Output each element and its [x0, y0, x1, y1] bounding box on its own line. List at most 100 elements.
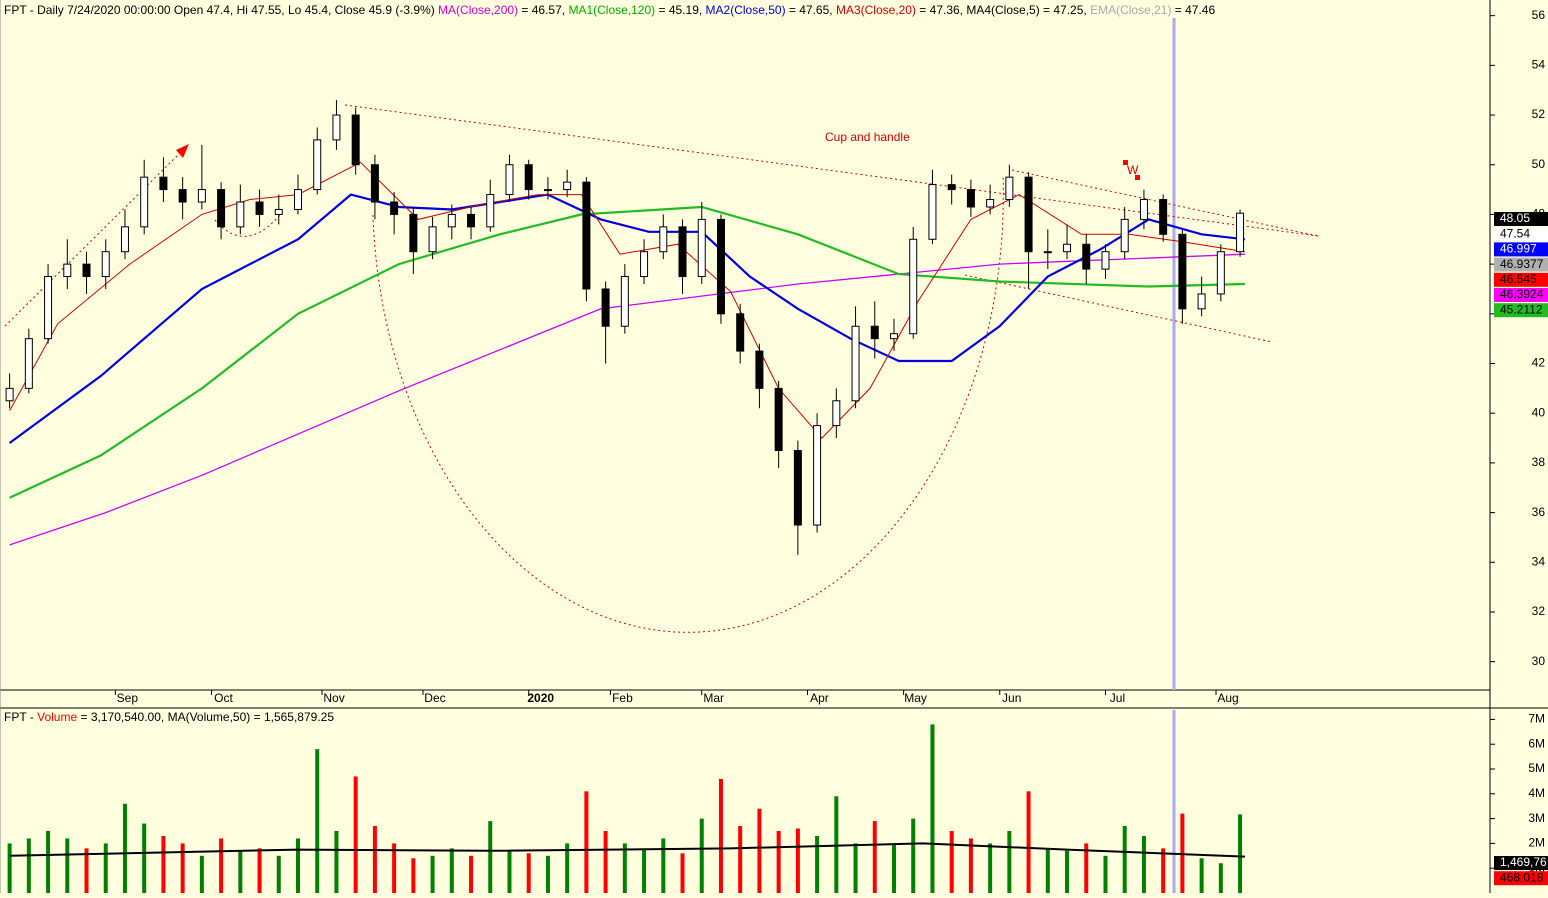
candle-body [332, 114, 341, 141]
marker [1123, 160, 1128, 165]
last-value-box [1494, 856, 1548, 870]
volume-bar [1238, 814, 1243, 893]
volume-bar [1103, 855, 1108, 893]
volume-bar [699, 818, 704, 893]
candle-body [44, 276, 53, 340]
marker [1135, 175, 1140, 180]
x-tick-label: Aug [1217, 691, 1238, 705]
volume-bar [872, 821, 877, 893]
volume-bar [622, 843, 627, 893]
volume-bar [642, 848, 647, 893]
volume-bar [930, 724, 935, 893]
last-value-box [1494, 242, 1548, 257]
candle-body [63, 263, 72, 278]
candle-body [524, 164, 533, 191]
candle-body [217, 189, 226, 228]
volume-bar [776, 831, 781, 893]
y-tick-label: 56 [1532, 8, 1546, 22]
arrow-head [176, 144, 189, 158]
y-tick-label: 7M [1528, 712, 1545, 726]
x-tick-label: Oct [214, 691, 233, 705]
volume-bar [353, 776, 358, 893]
volume-bar [1084, 843, 1089, 893]
candle-body [928, 184, 937, 240]
candle-body [467, 213, 476, 228]
candle-body [5, 387, 14, 402]
x-tick-label: Jul [1110, 691, 1125, 705]
volume-bar [276, 855, 281, 893]
volume-bar [411, 858, 416, 893]
candle-body [274, 208, 283, 215]
candle-body [659, 226, 668, 253]
last-value-label: 47.54 [1500, 226, 1530, 240]
cup-outline [372, 174, 1004, 633]
header-segment: MA3(Close,20) [836, 3, 916, 17]
candle-body [159, 176, 168, 191]
candle-body [428, 226, 437, 253]
x-tick-label: May [904, 691, 927, 705]
volume-bar [392, 843, 397, 893]
candle-body [736, 313, 745, 352]
candle-body [1082, 243, 1091, 270]
indicator-line [9, 205, 1245, 499]
volume-bar [680, 853, 685, 893]
candle-body [409, 213, 418, 253]
header-segment: MA2(Close,50) [706, 3, 786, 17]
volume-bar [84, 848, 89, 893]
header-segment: Volume [37, 710, 77, 724]
price-panel: 3032343638404244464850525456SepOctNovDec… [5, 8, 1548, 705]
volume-bar [584, 791, 589, 893]
candle-body [101, 251, 110, 278]
candle-body [640, 251, 649, 278]
y-tick-label: 36 [1532, 505, 1546, 519]
x-tick-label: Jun [1002, 691, 1021, 705]
candle-body [486, 194, 495, 228]
volume-bar [296, 838, 300, 893]
volume-bar [1199, 858, 1204, 893]
last-value-box [1494, 272, 1548, 287]
last-value-box [1494, 227, 1548, 242]
trend-line [344, 104, 1319, 237]
last-value-label: 46.545 [1500, 272, 1537, 286]
header-segment: = 47.36, [916, 3, 966, 17]
header-segment: = 47.46 [1171, 3, 1215, 17]
last-value-label: 1,469,76 [1500, 855, 1547, 869]
volume-bar [1218, 863, 1223, 893]
volume-header: FPT - Volume = 3,170,540.00, MA(Volume,5… [4, 710, 334, 724]
volume-bar [161, 835, 166, 893]
volume-bar [1045, 848, 1050, 893]
candle-body [890, 333, 898, 340]
volume-bar [1065, 850, 1070, 893]
header-segment: MA1(Close,120) [568, 3, 655, 17]
y-tick-label: 38 [1532, 455, 1546, 469]
volume-bar [1141, 835, 1146, 893]
last-value-label: 45.2112 [1500, 302, 1543, 316]
y-tick-label: 2M [1528, 836, 1545, 850]
candle-body [1120, 218, 1129, 253]
candle-body [678, 226, 687, 278]
candle-body [832, 400, 841, 427]
candle-body [793, 449, 802, 526]
header-segment: = 46.57, [518, 3, 568, 17]
volume-bar [815, 835, 820, 893]
candle-body [236, 201, 245, 228]
header-segment: MA4(Close,5) = 47.25, [966, 3, 1090, 17]
volume-bar [949, 831, 954, 893]
candle-body [620, 276, 629, 327]
candle-body [774, 387, 783, 451]
candle-body [178, 189, 187, 203]
candle-body [505, 164, 514, 196]
last-value-label: 48.05 [1500, 211, 1530, 225]
candle-body [82, 263, 91, 278]
x-tick-label: Mar [703, 691, 724, 705]
x-tick-label: Feb [612, 691, 633, 705]
candle-body [294, 189, 302, 210]
volume-bar [834, 796, 839, 893]
candle-body [1101, 251, 1110, 270]
volume-bar [1026, 791, 1031, 893]
candle-body [1024, 176, 1033, 253]
volume-bar [372, 826, 377, 893]
last-value-box [1494, 212, 1548, 226]
volume-bar [795, 828, 800, 893]
y-tick-label: 52 [1532, 107, 1546, 121]
